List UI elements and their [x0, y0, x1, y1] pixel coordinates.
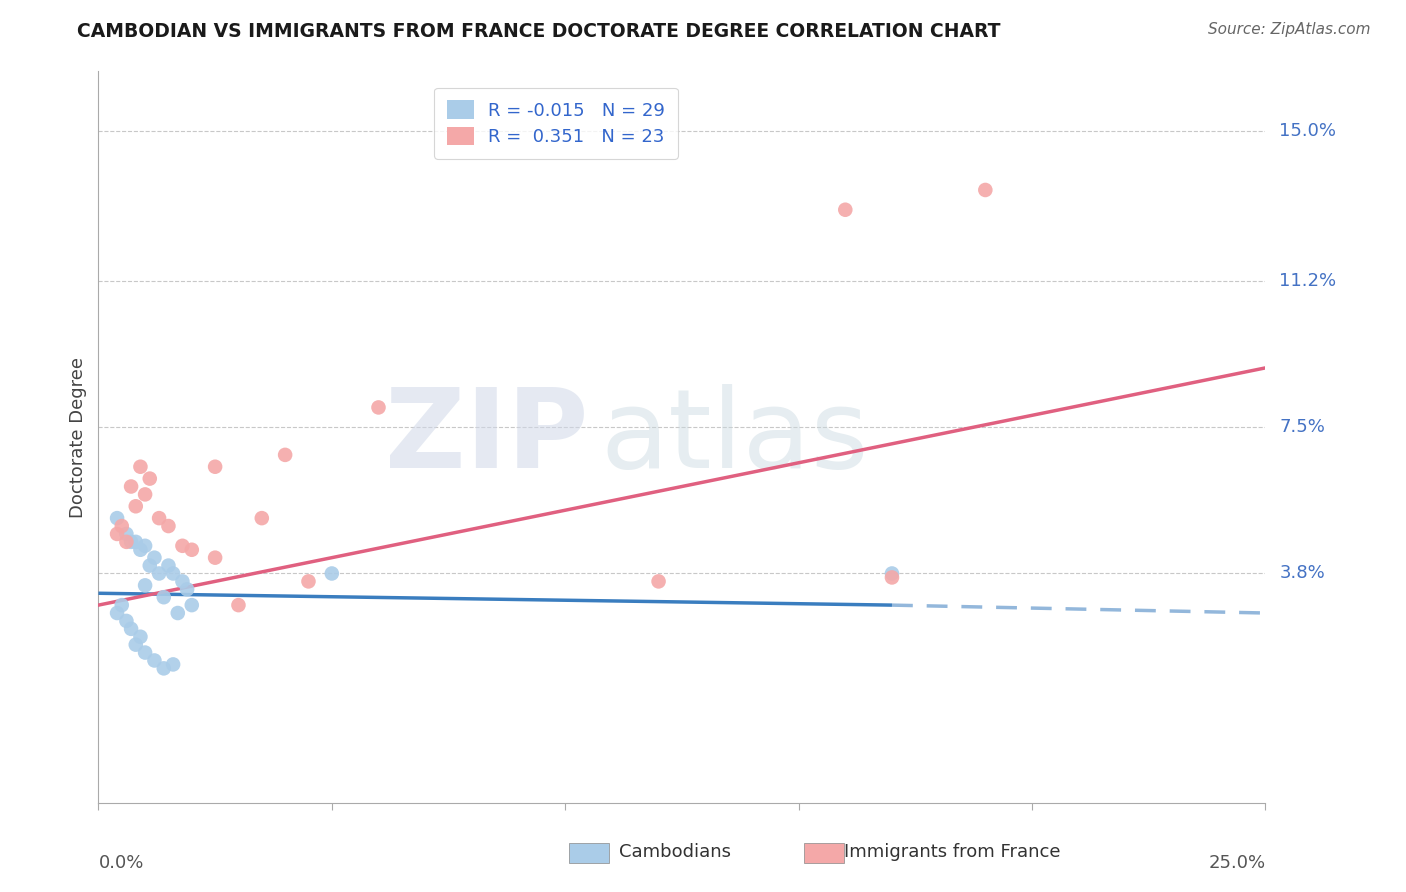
Text: Cambodians: Cambodians [619, 843, 731, 861]
Point [115, 527, 138, 541]
Point [321, 566, 343, 581]
Point [111, 519, 134, 533]
Point [880, 570, 903, 584]
Point [157, 519, 180, 533]
Point [105, 527, 128, 541]
Point [166, 606, 188, 620]
Point [129, 542, 152, 557]
Point [125, 500, 148, 514]
Point [129, 630, 152, 644]
Point [204, 459, 226, 474]
Point [974, 183, 997, 197]
Point [162, 566, 184, 581]
Point [172, 539, 194, 553]
Point [139, 558, 162, 573]
Point [157, 558, 180, 573]
Point [134, 487, 156, 501]
Point [125, 534, 148, 549]
Point [152, 661, 174, 675]
Text: ZIP: ZIP [385, 384, 589, 491]
Point [180, 598, 202, 612]
Point [180, 542, 202, 557]
Y-axis label: Doctorate Degree: Doctorate Degree [69, 357, 87, 517]
Legend: R = -0.015   N = 29, R =  0.351   N = 23: R = -0.015 N = 29, R = 0.351 N = 23 [434, 87, 678, 159]
Point [148, 511, 170, 525]
Text: Source: ZipAtlas.com: Source: ZipAtlas.com [1208, 22, 1371, 37]
Point [134, 578, 156, 592]
Point [129, 459, 152, 474]
Text: 25.0%: 25.0% [1208, 855, 1265, 872]
Text: 15.0%: 15.0% [1279, 121, 1337, 140]
Point [172, 574, 194, 589]
Point [134, 539, 156, 553]
Point [152, 591, 174, 605]
Point [139, 472, 162, 486]
Text: Immigrants from France: Immigrants from France [844, 843, 1060, 861]
Text: 11.2%: 11.2% [1279, 272, 1337, 290]
Point [120, 534, 142, 549]
Point [834, 202, 856, 217]
Point [176, 582, 198, 597]
Point [880, 566, 903, 581]
Point [148, 566, 170, 581]
Point [274, 448, 297, 462]
Text: 3.8%: 3.8% [1279, 565, 1324, 582]
Point [125, 638, 148, 652]
Point [647, 574, 669, 589]
Point [162, 657, 184, 672]
Point [115, 614, 138, 628]
Point [143, 653, 166, 667]
Point [105, 511, 128, 525]
Point [120, 622, 142, 636]
Text: 7.5%: 7.5% [1279, 418, 1326, 436]
Point [143, 550, 166, 565]
Point [297, 574, 319, 589]
Point [111, 598, 134, 612]
Point [250, 511, 273, 525]
Text: 0.0%: 0.0% [98, 855, 143, 872]
Point [134, 646, 156, 660]
Text: CAMBODIAN VS IMMIGRANTS FROM FRANCE DOCTORATE DEGREE CORRELATION CHART: CAMBODIAN VS IMMIGRANTS FROM FRANCE DOCT… [77, 22, 1001, 41]
Point [367, 401, 389, 415]
Text: atlas: atlas [600, 384, 869, 491]
Point [105, 606, 128, 620]
Point [115, 534, 138, 549]
Point [120, 479, 142, 493]
Point [204, 550, 226, 565]
Point [228, 598, 250, 612]
